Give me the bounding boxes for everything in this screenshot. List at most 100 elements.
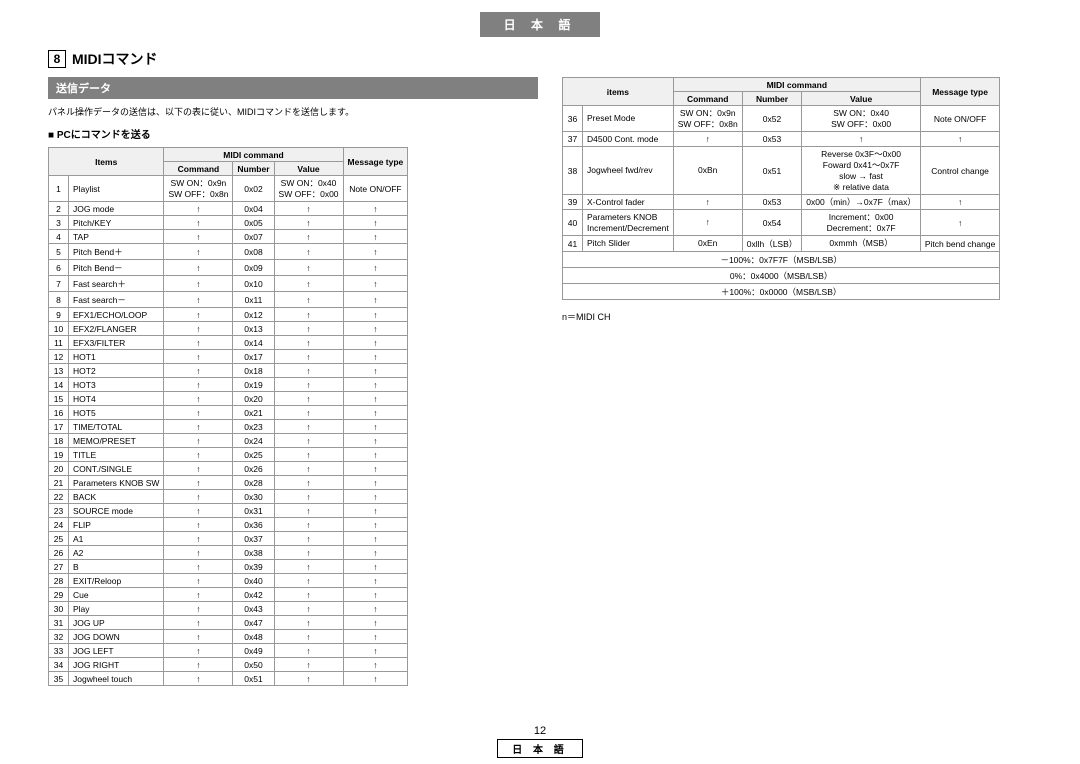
row-command: ↑ <box>164 230 233 244</box>
row-value: SW ON：0x40SW OFF：0x00 <box>274 176 343 202</box>
row-msg: ↑ <box>343 448 408 462</box>
row-item: Fast search－ <box>69 292 164 308</box>
row-item: EXIT/Reloop <box>69 574 164 588</box>
row-command: ↑ <box>673 195 742 210</box>
row-value: ↑ <box>274 378 343 392</box>
row-number: 0x17 <box>233 350 274 364</box>
row-number: 0x30 <box>233 490 274 504</box>
row-num: 27 <box>49 560 69 574</box>
row-item: Parameters KNOB SW <box>69 476 164 490</box>
row-command: ↑ <box>164 504 233 518</box>
row-num: 23 <box>49 504 69 518</box>
row-value: ↑ <box>274 308 343 322</box>
right-column: items MIDI command Message type Command … <box>562 77 1000 323</box>
row-number: 0x23 <box>233 420 274 434</box>
row-num: 37 <box>563 132 583 147</box>
row-item: JOG LEFT <box>69 644 164 658</box>
language-banner: 日 本 語 <box>480 12 600 37</box>
row-msg: ↑ <box>920 132 999 147</box>
row-item: Playlist <box>69 176 164 202</box>
row-msg: ↑ <box>343 322 408 336</box>
row-command: ↑ <box>164 588 233 602</box>
row-item: Parameters KNOBIncrement/Decrement <box>583 210 674 236</box>
row-value: ↑ <box>274 616 343 630</box>
row-msg: ↑ <box>920 195 999 210</box>
row-num: 19 <box>49 448 69 462</box>
row-number: 0x47 <box>233 616 274 630</box>
row-command: ↑ <box>164 260 233 276</box>
row-value: ↑ <box>274 392 343 406</box>
row-item: D4500 Cont. mode <box>583 132 674 147</box>
row-command: ↑ <box>164 672 233 686</box>
row-item: EFX1/ECHO/LOOP <box>69 308 164 322</box>
row-command: ↑ <box>164 658 233 672</box>
row-msg: ↑ <box>343 292 408 308</box>
row-command: ↑ <box>164 308 233 322</box>
row-num: 20 <box>49 462 69 476</box>
row-msg: ↑ <box>343 462 408 476</box>
row-msg: ↑ <box>343 504 408 518</box>
th-midi-command: MIDI command <box>164 148 343 162</box>
row-number: 0x53 <box>742 195 802 210</box>
row-num: 38 <box>563 147 583 195</box>
row-value: ↑ <box>274 448 343 462</box>
midi-ch-note: n＝MIDI CH <box>562 310 1000 323</box>
row-msg: ↑ <box>920 210 999 236</box>
row-msg: ↑ <box>343 406 408 420</box>
row-msg: ↑ <box>343 672 408 686</box>
right-table: items MIDI command Message type Command … <box>562 77 1000 300</box>
row-item: MEMO/PRESET <box>69 434 164 448</box>
row-msg: ↑ <box>343 434 408 448</box>
row-value: ↑ <box>274 244 343 260</box>
left-table: Items MIDI command Message type Command … <box>48 147 408 686</box>
row-msg: ↑ <box>343 602 408 616</box>
row-value: ↑ <box>274 532 343 546</box>
row-value: ↑ <box>274 322 343 336</box>
row-item: A2 <box>69 546 164 560</box>
row-value: ↑ <box>274 420 343 434</box>
row-num: 11 <box>49 336 69 350</box>
th-number-r: Number <box>742 92 802 106</box>
row-item: TIME/TOTAL <box>69 420 164 434</box>
row-num: 15 <box>49 392 69 406</box>
row-item: CONT./SINGLE <box>69 462 164 476</box>
row-value: ↑ <box>274 350 343 364</box>
row-item: Pitch Bend－ <box>69 260 164 276</box>
row-value: ↑ <box>274 336 343 350</box>
row-number: 0x02 <box>233 176 274 202</box>
row-value: ↑ <box>802 132 921 147</box>
th-value-r: Value <box>802 92 921 106</box>
th-items: Items <box>49 148 164 176</box>
row-number: 0x13 <box>233 322 274 336</box>
row-item: Pitch Bend＋ <box>69 244 164 260</box>
row-num: 39 <box>563 195 583 210</box>
row-item: JOG DOWN <box>69 630 164 644</box>
row-msg: ↑ <box>343 350 408 364</box>
row-msg: ↑ <box>343 216 408 230</box>
row-value: 0x00（min）→0x7F（max） <box>802 195 921 210</box>
row-number: 0x40 <box>233 574 274 588</box>
row-command: ↑ <box>164 292 233 308</box>
row-num: 13 <box>49 364 69 378</box>
row-msg: ↑ <box>343 658 408 672</box>
section-heading: 8 MIDIコマンド <box>48 49 1032 69</box>
row-msg: ↑ <box>343 476 408 490</box>
row-msg: ↑ <box>343 364 408 378</box>
page-number: 12 <box>0 725 1080 737</box>
row-num: 7 <box>49 276 69 292</box>
row-item: X-Control fader <box>583 195 674 210</box>
row-value: ↑ <box>274 658 343 672</box>
row-number: 0x50 <box>233 658 274 672</box>
row-number: 0x28 <box>233 476 274 490</box>
row-number: 0x48 <box>233 630 274 644</box>
th-message-type-r: Message type <box>920 78 999 106</box>
row-msg: ↑ <box>343 546 408 560</box>
row-command: 0xEn <box>673 236 742 252</box>
row-command: ↑ <box>164 364 233 378</box>
row-msg: ↑ <box>343 644 408 658</box>
row-number: 0x10 <box>233 276 274 292</box>
row-number: 0x49 <box>233 644 274 658</box>
row-item: TAP <box>69 230 164 244</box>
row-number: 0x38 <box>233 546 274 560</box>
row-num: 8 <box>49 292 69 308</box>
